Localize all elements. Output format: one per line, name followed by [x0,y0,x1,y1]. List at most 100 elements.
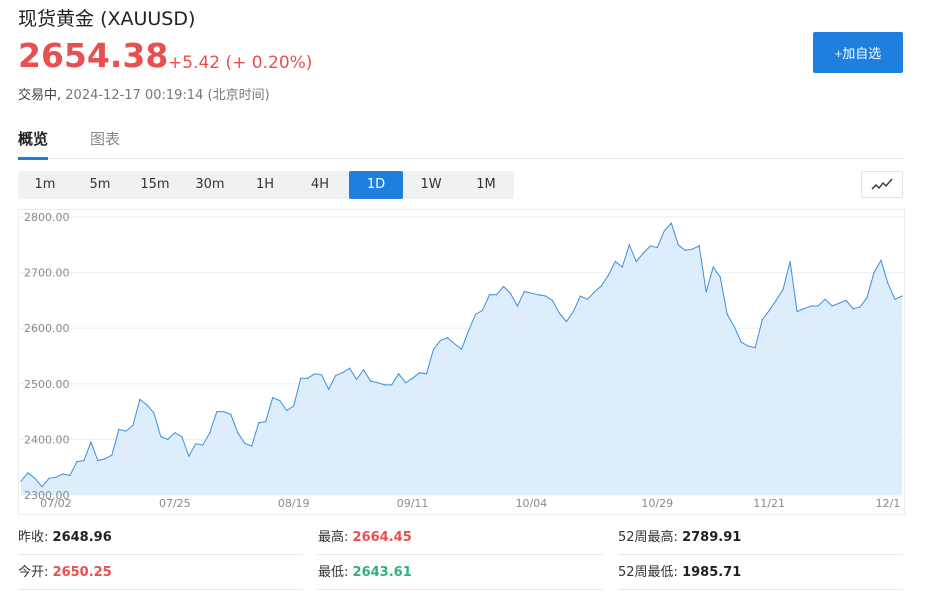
data-point [460,348,463,350]
stat-value: 1985.71 [682,565,742,580]
x-tick-label: 08/19 [278,497,310,510]
data-point [551,299,553,301]
chart-frame [18,209,905,515]
data-point [258,422,260,424]
period-4h-button[interactable]: 4H [310,177,330,192]
data-point [880,259,882,261]
period-30m-button[interactable]: 30m [195,177,225,192]
data-point [782,288,784,290]
data-point [516,305,519,307]
data-point [314,373,316,375]
stat-open: 今开: 2650.25 [18,559,303,590]
trading-status-label: 交易中, [18,88,62,103]
data-point [307,377,309,379]
data-point [775,299,777,301]
period-1d-button[interactable]: 1D [349,171,403,199]
x-tick-label: 07/25 [159,497,191,510]
data-point [586,298,588,300]
data-point [509,292,512,294]
period-1m-button[interactable]: 1m [34,177,56,192]
data-point [572,310,574,313]
data-point [418,372,421,374]
data-point [607,274,609,276]
data-point [873,272,875,274]
price-change: +5.42 (+ 0.20%) [168,53,313,73]
stat-low: 最低: 2643.61 [318,559,603,590]
data-point [817,305,819,307]
stat-label: 昨收: [18,530,49,545]
data-point [363,369,365,371]
period-1w-button[interactable]: 1W [420,177,442,192]
data-point [132,424,134,427]
price-chart-svg: 2300.00 2400.00 2500.00 2600.00 2700.00 2800.… [18,209,905,515]
data-point [593,291,595,293]
tab-overview[interactable]: 概览 [18,130,49,160]
data-point [432,348,435,350]
data-point [761,319,763,321]
data-point [621,266,623,268]
data-point [160,436,162,438]
data-point [635,260,637,263]
add-to-watchlist-button[interactable]: +加自选 [813,32,903,73]
stat-value: 2650.25 [52,565,112,580]
data-point [691,248,693,250]
period-15m-button[interactable]: 15m [140,177,170,192]
data-point [244,442,246,444]
data-point [530,292,533,294]
data-point [195,443,197,445]
data-point [251,445,253,447]
data-point [544,295,547,297]
data-point [859,306,861,308]
data-point [146,404,148,406]
stat-high: 最高: 2664.45 [318,524,603,555]
data-point [69,474,71,477]
data-point [265,421,267,423]
period-5m-button[interactable]: 5m [89,177,111,192]
data-point [174,432,176,434]
data-point [824,298,826,300]
data-point [600,285,602,287]
data-point [237,432,239,434]
data-point [719,276,721,278]
data-point [76,461,78,463]
data-point [125,430,127,432]
x-tick-label: 11/21 [753,497,785,510]
price-area-fill [21,223,902,495]
data-point [411,377,414,379]
data-point [230,413,232,415]
data-point [649,245,651,247]
chart-type-button[interactable] [861,171,903,198]
y-tick-label: 2600.00 [24,322,70,335]
data-point [642,252,644,254]
data-point [62,473,64,475]
period-selector: 1m 5m 15m 30m 1H 4H 1D 1W 1M [18,171,514,199]
data-point [328,388,330,390]
instrument-name: 现货黄金 [18,8,95,30]
data-point [321,374,323,376]
data-point [376,382,379,384]
y-tick-label: 2800.00 [24,211,70,224]
data-point [139,398,141,400]
data-point [705,291,707,293]
tab-chart[interactable]: 图表 [90,130,121,148]
data-point [887,283,889,285]
data-point [628,244,630,246]
data-point [439,339,442,342]
instrument-symbol: (XAUUSD) [100,8,196,30]
period-1h-button[interactable]: 1H [255,177,275,192]
data-point [370,380,372,382]
data-point [383,384,386,386]
stat-label: 最高: [318,530,349,545]
data-point [733,325,735,328]
data-point [677,244,679,246]
data-point [523,290,526,293]
quote-timezone: (北京时间) [207,88,270,103]
data-point [118,428,120,430]
x-tick-label: 09/11 [397,497,429,510]
data-point [740,341,742,343]
period-1mo-button[interactable]: 1M [476,177,496,192]
data-point [810,305,812,307]
data-point [747,345,749,347]
data-point [342,372,344,374]
data-point [467,330,470,332]
